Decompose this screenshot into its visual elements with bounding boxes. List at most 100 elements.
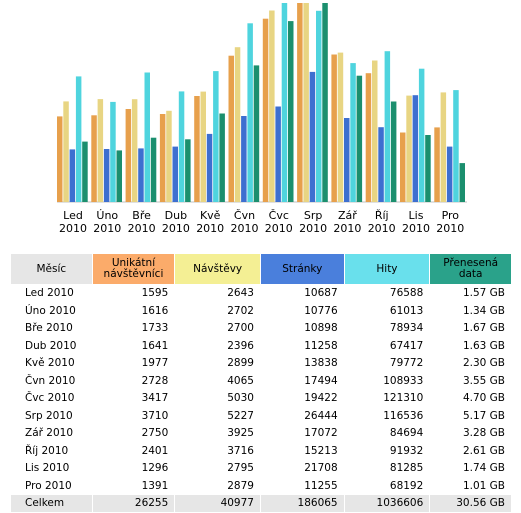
cell-pages: 10776 xyxy=(304,304,338,317)
cell-bandwidth: 5.17 GB xyxy=(462,409,505,422)
cell-unique-visitors: 2728 xyxy=(141,374,169,387)
bar-hits-11 xyxy=(418,68,425,202)
month-label: Čvc xyxy=(269,209,289,222)
cell-visits: 2700 xyxy=(227,322,254,335)
bar-uniq-4 xyxy=(159,114,166,202)
month-label: Pro xyxy=(442,209,460,222)
bar-bandwidth-6 xyxy=(253,65,260,203)
cell-pages: 17494 xyxy=(304,374,338,387)
bar-pages-1 xyxy=(69,149,76,202)
month-label: Čvn xyxy=(234,209,255,222)
month-label: Dub xyxy=(165,209,187,222)
bar-pages-12 xyxy=(446,146,453,202)
bar-uniq-5 xyxy=(194,96,200,202)
cell-hits: 61013 xyxy=(389,304,424,317)
table-row: Lis 2010 1296 2795 21708 81285 1.74 GB xyxy=(11,460,511,477)
year-label: 2010 xyxy=(231,222,259,235)
bar-hits-6 xyxy=(247,23,253,202)
bar-bandwidth-12 xyxy=(459,163,465,202)
table-row: Srp 2010 3710 5227 26444 116536 5.17 GB xyxy=(11,408,511,425)
cell-bandwidth: 1.57 GB xyxy=(462,287,505,300)
year-label: 2010 xyxy=(333,222,361,235)
header-hits: Hity xyxy=(344,254,430,284)
bar-visits-10 xyxy=(372,60,378,202)
cell-month: Čvn 2010 xyxy=(25,374,76,387)
bar-hits-1 xyxy=(75,76,82,202)
cell-bandwidth: 1.01 GB xyxy=(462,479,505,492)
header-pages: Stránky xyxy=(260,254,344,284)
year-label: 2010 xyxy=(368,222,396,235)
year-label: 2010 xyxy=(93,222,121,235)
cell-visits: 5227 xyxy=(227,409,254,422)
cell-month: Pro 2010 xyxy=(25,479,72,492)
cell-unique-visitors: 3710 xyxy=(141,409,169,422)
bar-hits-10 xyxy=(384,51,391,203)
cell-unique-visitors: 2401 xyxy=(141,444,169,457)
bar-pages-7 xyxy=(275,106,281,202)
bar-hits-5 xyxy=(213,71,219,202)
table-row: Čvc 2010 3417 5030 19422 121310 4.70 GB xyxy=(11,390,511,407)
total-visits: 40977 xyxy=(175,495,260,512)
table-row: Zář 2010 2750 3925 17072 84694 3.28 GB xyxy=(11,425,511,442)
bar-bandwidth-10 xyxy=(390,101,397,202)
bar-uniq-2 xyxy=(91,115,97,202)
month-label: Zář xyxy=(338,209,357,222)
bar-hits-2 xyxy=(110,101,116,202)
cell-pages: 15213 xyxy=(304,444,338,457)
year-label: 2010 xyxy=(128,222,156,235)
bar-visits-8 xyxy=(303,3,309,202)
bar-uniq-11 xyxy=(400,132,406,202)
table-body: Led 2010 1595 2643 10687 76588 1.57 GB Úno 201… xyxy=(11,285,511,512)
monthly-stats-table: Měsíc Unikátní návštěvníci Návštěvy Strá… xyxy=(10,253,512,513)
cell-month: Dub 2010 xyxy=(25,339,77,352)
cell-hits: 116536 xyxy=(383,409,424,422)
cell-pages: 11258 xyxy=(304,339,338,352)
cell-bandwidth: 1.67 GB xyxy=(462,322,505,335)
bar-uniq-9 xyxy=(331,54,337,202)
bar-hits-9 xyxy=(350,63,356,202)
cell-unique-visitors: 1391 xyxy=(141,479,169,492)
year-label: 2010 xyxy=(265,222,293,235)
total-pages: 186065 xyxy=(260,495,344,512)
cell-unique-visitors: 1595 xyxy=(141,287,169,300)
bar-chart: Led2010Úno2010Bře2010Dub2010Kvě2010Čvn20… xyxy=(57,3,467,235)
cell-hits: 91932 xyxy=(389,444,424,457)
cell-visits: 2702 xyxy=(227,304,254,317)
month-labels-group: Led2010Úno2010Bře2010Dub2010Kvě2010Čvn20… xyxy=(59,209,464,235)
cell-month: Úno 2010 xyxy=(25,304,76,317)
bar-pages-9 xyxy=(344,118,350,202)
month-label: Bře xyxy=(132,209,151,222)
cell-bandwidth: 1.34 GB xyxy=(462,304,505,317)
cell-month: Bře 2010 xyxy=(25,322,73,335)
cell-bandwidth: 3.28 GB xyxy=(462,427,505,440)
cell-hits: 78934 xyxy=(389,322,424,335)
bars-group xyxy=(57,3,465,203)
bar-hits-4 xyxy=(178,91,185,202)
bar-visits-11 xyxy=(406,95,412,202)
bar-visits-6 xyxy=(234,47,241,203)
bar-visits-3 xyxy=(131,99,138,202)
header-visits: Návštěvy xyxy=(175,254,260,284)
bar-uniq-8 xyxy=(297,3,303,202)
cell-visits: 2643 xyxy=(227,287,254,300)
cell-visits: 3925 xyxy=(227,427,254,440)
cell-hits: 84694 xyxy=(389,427,424,440)
cell-bandwidth: 2.61 GB xyxy=(462,444,505,457)
cell-month: Zář 2010 xyxy=(25,427,74,440)
bar-visits-9 xyxy=(337,52,344,202)
cell-pages: 26444 xyxy=(304,409,338,422)
cell-hits: 68192 xyxy=(389,479,424,492)
bar-visits-7 xyxy=(269,10,275,202)
cell-pages: 10898 xyxy=(304,322,338,335)
cell-month: Srp 2010 xyxy=(25,409,73,422)
cell-hits: 76588 xyxy=(389,287,424,300)
cell-unique-visitors: 1733 xyxy=(141,322,169,335)
table-row: Led 2010 1595 2643 10687 76588 1.57 GB xyxy=(11,285,511,302)
cell-unique-visitors: 1641 xyxy=(141,339,169,352)
bar-hits-8 xyxy=(316,10,322,202)
bar-pages-2 xyxy=(103,149,110,202)
month-label: Kvě xyxy=(200,209,221,222)
bar-bandwidth-9 xyxy=(356,75,363,202)
table-row: Čvn 2010 2728 4065 17494 108933 3.55 GB xyxy=(11,373,511,390)
total-hits: 1036606 xyxy=(344,495,430,512)
